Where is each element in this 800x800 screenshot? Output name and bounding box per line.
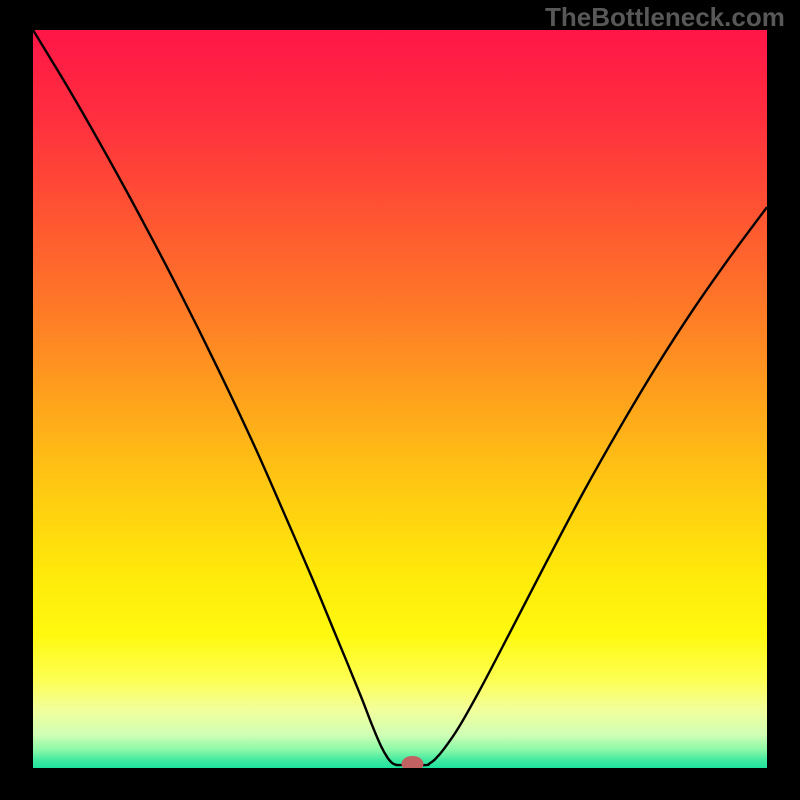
frame-border xyxy=(767,30,800,768)
watermark-text: TheBottleneck.com xyxy=(545,2,785,33)
frame-border xyxy=(0,768,800,800)
bottleneck-chart xyxy=(0,0,800,800)
gradient-background xyxy=(33,30,767,768)
frame-border xyxy=(0,30,33,768)
